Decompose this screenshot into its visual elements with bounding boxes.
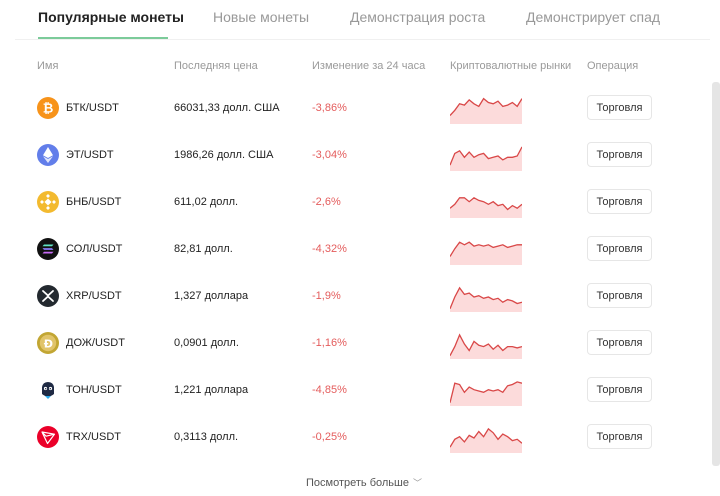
- price-sparkline: [449, 141, 523, 171]
- market-tabs: Популярные монеты Новые монеты Демонстра…: [0, 0, 710, 39]
- bnb-icon: [37, 191, 59, 213]
- trade-button[interactable]: Торговля: [587, 142, 652, 167]
- coin-quote: /USDT: [88, 196, 122, 208]
- last-price: 1986,26 долл. США: [174, 149, 274, 161]
- last-price: 611,02 долл.: [174, 196, 239, 208]
- coin-pair[interactable]: ТОН/USDT: [66, 384, 122, 396]
- coin-quote: /USDT: [88, 431, 121, 443]
- toncoin-icon: [37, 379, 59, 401]
- coin-base: СОЛ: [66, 243, 90, 255]
- last-price: 82,81 долл.: [174, 243, 233, 255]
- table-row[interactable]: ТОН/USDT 1,221 доллара -4,85% Торговля: [0, 367, 710, 414]
- price-sparkline: [449, 376, 523, 406]
- coin-pair[interactable]: СОЛ/USDT: [66, 243, 122, 255]
- ethereum-icon: [37, 144, 59, 166]
- tab-losers[interactable]: Демонстрирует спад: [526, 9, 661, 25]
- header-markets: Криптовалютные рынки: [450, 60, 572, 72]
- price-sparkline: [449, 188, 523, 218]
- last-price: 1,327 доллара: [174, 290, 249, 302]
- coin-quote: /USDT: [80, 149, 114, 161]
- last-price: 0,0901 долл.: [174, 337, 239, 349]
- last-price: 0,3113 долл.: [174, 431, 239, 443]
- coin-pair[interactable]: XRP/USDT: [66, 290, 122, 302]
- coin-base: ТОН: [66, 384, 89, 396]
- tab-gainers[interactable]: Демонстрация роста: [350, 9, 486, 25]
- coin-pair[interactable]: БТК/USDT: [66, 102, 119, 114]
- tab-new-coins[interactable]: Новые монеты: [213, 9, 310, 25]
- coin-base: TRX: [66, 431, 88, 443]
- change-24h: -0,25%: [312, 431, 347, 443]
- coin-base: ЭТ: [66, 149, 81, 161]
- tron-icon: [37, 426, 59, 448]
- change-24h: -3,86%: [312, 102, 347, 114]
- coin-pair[interactable]: ДОЖ/USDT: [66, 337, 125, 349]
- header-operation: Операция: [587, 60, 639, 72]
- tab-popular-coins[interactable]: Популярные монеты: [38, 9, 184, 25]
- table-row[interactable]: XRP/USDT 1,327 доллара -1,9% Торговля: [0, 273, 710, 320]
- price-sparkline: [449, 423, 523, 453]
- header-name: Имя: [37, 60, 59, 72]
- table-row[interactable]: TRX/USDT 0,3113 долл. -0,25% Торговля: [0, 414, 710, 461]
- dogecoin-icon: Ð: [37, 332, 59, 354]
- active-tab-indicator: [38, 37, 168, 39]
- scrollbar[interactable]: [712, 82, 720, 466]
- table-row[interactable]: ЭТ/USDT 1986,26 долл. США -3,04% Торговл…: [0, 132, 710, 179]
- chevron-down-icon: ﹀: [412, 478, 422, 488]
- solana-icon: [37, 238, 59, 260]
- coin-base: БТК: [66, 102, 86, 114]
- change-24h: -3,04%: [312, 149, 347, 161]
- coin-base: ДОЖ: [66, 337, 92, 349]
- trade-button[interactable]: Торговля: [587, 95, 652, 120]
- coin-pair[interactable]: ЭТ/USDT: [66, 149, 114, 161]
- header-last-price: Последняя цена: [174, 60, 258, 72]
- bitcoin-icon: ₿: [37, 97, 59, 119]
- price-sparkline: [449, 282, 523, 312]
- last-price: 66031,33 долл. США: [174, 102, 280, 114]
- svg-text:Ð: Ð: [44, 337, 53, 350]
- trade-button[interactable]: Торговля: [587, 236, 652, 261]
- trade-button[interactable]: Торговля: [587, 330, 652, 355]
- trade-button[interactable]: Торговля: [587, 424, 652, 449]
- price-sparkline: [449, 94, 523, 124]
- trade-button[interactable]: Торговля: [587, 283, 652, 308]
- coin-pair[interactable]: БНБ/USDT: [66, 196, 121, 208]
- table-row[interactable]: Ð ДОЖ/USDT 0,0901 долл. -1,16% Торговля: [0, 320, 710, 367]
- change-24h: -1,9%: [312, 290, 341, 302]
- coin-quote: /USDT: [88, 384, 122, 396]
- table-row[interactable]: ₿ БТК/USDT 66031,33 долл. США -3,86% Тор…: [0, 85, 710, 132]
- coin-quote: /USDT: [89, 243, 123, 255]
- coin-quote: /USDT: [88, 290, 122, 302]
- coin-quote: /USDT: [85, 102, 119, 114]
- xrp-icon: [37, 285, 59, 307]
- trade-button[interactable]: Торговля: [587, 377, 652, 402]
- change-24h: -4,85%: [312, 384, 347, 396]
- price-sparkline: [449, 235, 522, 265]
- last-price: 1,221 доллара: [174, 384, 249, 396]
- see-more-label: Посмотреть больше: [306, 477, 409, 489]
- tabs-divider: [15, 39, 710, 40]
- table-row[interactable]: СОЛ/USDT 82,81 долл. -4,32% Торговля: [0, 226, 710, 273]
- change-24h: -1,16%: [312, 337, 347, 349]
- change-24h: -2,6%: [312, 196, 341, 208]
- price-sparkline: [449, 329, 523, 359]
- table-row[interactable]: БНБ/USDT 611,02 долл. -2,6% Торговля: [0, 179, 710, 226]
- coin-base: XRP: [66, 290, 89, 302]
- coin-quote: /USDT: [91, 337, 125, 349]
- trade-button[interactable]: Торговля: [587, 189, 652, 214]
- header-change-24h: Изменение за 24 часа: [312, 60, 426, 72]
- see-more-link[interactable]: Посмотреть больше ﹀: [306, 476, 422, 489]
- change-24h: -4,32%: [312, 243, 347, 255]
- svg-text:₿: ₿: [43, 102, 54, 117]
- coin-base: БНБ: [66, 196, 89, 208]
- coin-pair[interactable]: TRX/USDT: [66, 431, 121, 443]
